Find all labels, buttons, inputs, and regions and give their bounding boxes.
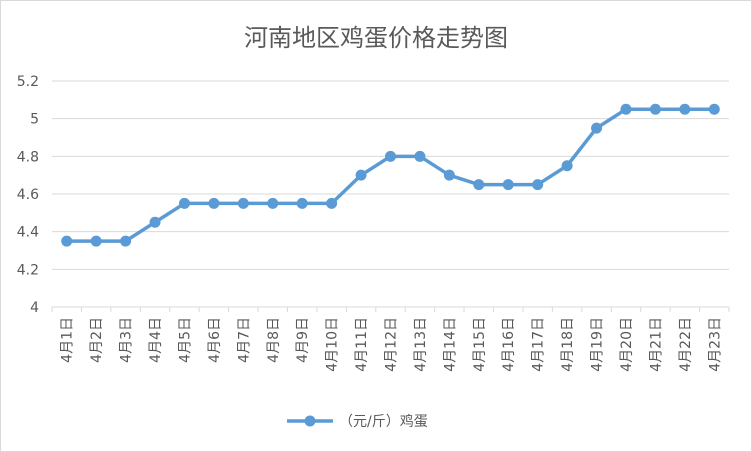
data-point: [679, 103, 691, 115]
x-tick-label: 4月18日: [560, 317, 576, 372]
data-point: [208, 197, 220, 209]
x-tick-label: 4月23日: [707, 317, 723, 372]
data-point: [120, 235, 132, 247]
data-point: [502, 179, 514, 191]
y-tick-label: 5: [30, 112, 39, 128]
x-tick-label: 4月6日: [207, 317, 223, 363]
y-tick-label: 4.6: [17, 187, 39, 203]
legend: （元/斤）鸡蛋: [287, 413, 428, 430]
legend-marker: [304, 415, 316, 427]
x-tick-label: 4月8日: [266, 317, 282, 363]
data-point: [326, 197, 338, 209]
data-point: [620, 103, 632, 115]
x-tick-label: 4月3日: [119, 317, 135, 363]
x-tick-label: 4月9日: [295, 317, 311, 363]
data-point: [237, 197, 249, 209]
x-tick-label: 4月13日: [413, 317, 429, 372]
data-point: [90, 235, 102, 247]
x-tick-label: 4月1日: [60, 317, 76, 363]
data-point: [708, 103, 720, 115]
x-tick-label: 4月5日: [177, 317, 193, 363]
data-point: [532, 179, 544, 191]
series-line: [64, 107, 717, 243]
x-tick-label: 4月4日: [148, 317, 164, 363]
x-tick-label: 4月2日: [89, 317, 105, 363]
x-tick-label: 4月16日: [501, 317, 517, 372]
y-tick-label: 4.4: [17, 225, 39, 241]
x-tick-label: 4月22日: [678, 317, 694, 372]
x-tick-label: 4月14日: [442, 317, 458, 372]
x-tick-label: 4月19日: [590, 317, 606, 372]
y-tick-label: 4.2: [17, 262, 39, 278]
x-tick-label: 4月20日: [619, 317, 635, 372]
data-point: [591, 122, 603, 134]
data-point: [149, 216, 161, 228]
data-point: [267, 197, 279, 209]
data-point: [473, 179, 485, 191]
y-tick-label: 5.2: [17, 74, 39, 90]
chart-title: 河南地区鸡蛋价格走势图: [244, 24, 508, 52]
x-tick-label: 4月21日: [648, 317, 664, 372]
data-point: [61, 235, 73, 247]
data-point: [443, 169, 455, 181]
x-tick-label: 4月7日: [236, 317, 252, 363]
y-tick-label: 4: [30, 300, 39, 316]
data-point: [385, 150, 396, 162]
x-tick-label: 4月12日: [384, 317, 400, 372]
x-tick-label: 4月17日: [531, 317, 547, 372]
data-point: [561, 160, 573, 172]
x-tick-label: 4月11日: [354, 317, 370, 372]
legend-label: （元/斤）鸡蛋: [339, 413, 428, 430]
x-axis: 4月1日 4月2日 4月3日 4月4日 4月5日 4月6日 4月7日 4月8日 4月9日 4月10…: [51, 307, 730, 372]
data-point: [178, 197, 190, 209]
data-point: [414, 150, 426, 162]
y-tick-label: 4.8: [17, 149, 39, 165]
gridlines: [52, 80, 729, 308]
data-point: [355, 169, 367, 181]
data-point: [649, 103, 661, 115]
x-tick-label: 4月15日: [472, 317, 488, 372]
x-tick-label: 4月10日: [325, 317, 341, 372]
series-layer: [61, 103, 720, 247]
data-point: [296, 197, 308, 209]
y-axis: 4 4.2 4.4 4.6 4.8 5 5.2: [17, 74, 39, 316]
